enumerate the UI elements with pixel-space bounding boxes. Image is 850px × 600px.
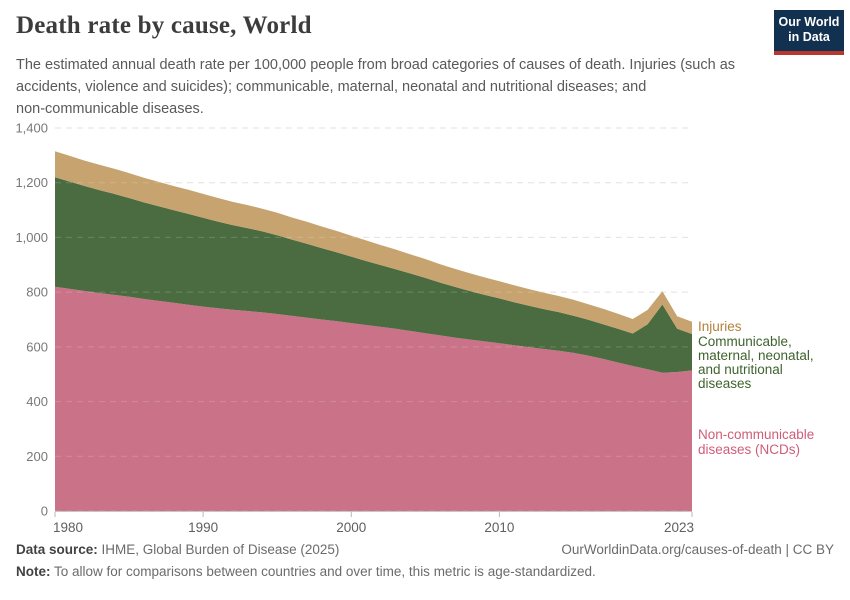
series-label-line: Injuries: [698, 319, 742, 334]
stacked-area-chart[interactable]: 0 200 400 600 800 1,000 1,200 1,400 1980 1990 2000…: [0, 118, 850, 550]
series-label-line: diseases (NCDs): [698, 442, 801, 457]
owid-logo[interactable]: Our World in Data: [774, 10, 844, 55]
subtitle-line: non-communicable diseases.: [16, 100, 204, 117]
series-label-line: diseases: [698, 376, 752, 391]
series-label-ncd: Non-communicable diseases (NCDs): [698, 427, 814, 457]
chart-subtitle: The estimated annual death rate per 100,…: [16, 55, 806, 120]
svg-text:2010: 2010: [484, 520, 514, 535]
svg-text:400: 400: [26, 394, 48, 409]
svg-text:0: 0: [41, 504, 48, 519]
series-label-injuries: Injuries: [698, 320, 742, 334]
svg-text:1990: 1990: [188, 520, 218, 535]
svg-text:1,000: 1,000: [15, 230, 48, 245]
svg-text:2000: 2000: [336, 520, 366, 535]
svg-text:2023: 2023: [664, 520, 694, 535]
footer-source-row: Data source: IHME, Global Burden of Dise…: [16, 542, 834, 557]
footer-note-text: To allow for comparisons between countri…: [50, 564, 596, 579]
svg-text:800: 800: [26, 285, 48, 300]
footer-source-text: IHME, Global Burden of Disease (2025): [97, 542, 340, 557]
series-label-line: maternal, neonatal,: [698, 348, 814, 363]
page-title: Death rate by cause, World: [16, 12, 312, 39]
series-label-line: and nutritional: [698, 362, 783, 377]
owid-logo-line1: Our World: [778, 15, 840, 29]
subtitle-line: accidents, violence and suicides); commu…: [16, 78, 647, 95]
footer-note-row: Note: To allow for comparisons between c…: [16, 564, 596, 579]
subtitle-line: The estimated annual death rate per 100,…: [16, 57, 736, 73]
series-label-communicable: Communicable, maternal, neonatal, and nu…: [698, 335, 814, 391]
svg-text:600: 600: [26, 339, 48, 354]
series-label-line: Communicable,: [698, 334, 792, 349]
series-label-line: Non-communicable: [698, 427, 815, 442]
svg-text:200: 200: [26, 449, 48, 464]
svg-text:1980: 1980: [53, 520, 83, 535]
owid-logo-line2: in Data: [788, 30, 830, 44]
svg-text:1,400: 1,400: [15, 121, 48, 136]
footer-link[interactable]: OurWorldinData.org/causes-of-death | CC …: [561, 542, 834, 557]
footer-source-label: Data source:: [16, 542, 98, 557]
svg-text:1,200: 1,200: [15, 175, 48, 190]
footer-note-label: Note:: [16, 564, 51, 579]
